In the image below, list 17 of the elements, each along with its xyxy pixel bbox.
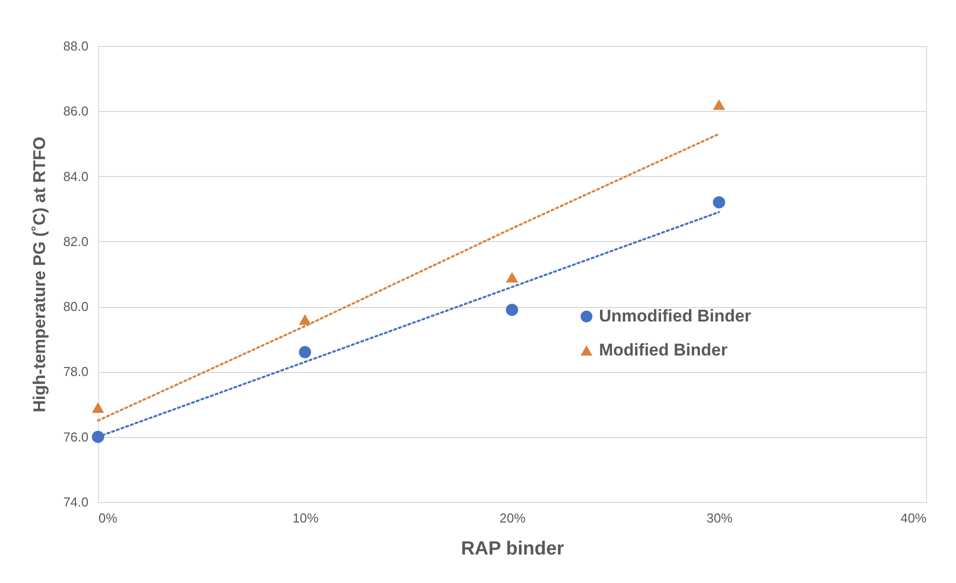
- x-axis-title: RAP binder: [460, 538, 565, 560]
- y-tick-label: 78.0: [63, 364, 88, 380]
- y-tick-label: 88.0: [63, 38, 88, 54]
- y-tick-label: 74.0: [63, 494, 88, 510]
- legend-label: Modified Binder: [599, 340, 728, 360]
- legend-label: Unmodified Binder: [599, 306, 752, 326]
- x-tick-label: 10%: [292, 510, 319, 526]
- y-tick-label: 80.0: [63, 299, 88, 314]
- x-tick-label: 0%: [98, 510, 118, 526]
- y-tick-label: 86.0: [63, 104, 88, 119]
- x-tick-label: 20%: [499, 510, 526, 526]
- x-tick-label: 40%: [900, 510, 927, 526]
- y-tick-label: 84.0: [63, 168, 88, 184]
- y-tick-label: 76.0: [63, 429, 88, 444]
- x-tick-label: 30%: [706, 510, 733, 526]
- y-axis-title: High-temperature PG (˚C) at RTFO: [30, 136, 50, 412]
- y-tick-label: 82.0: [63, 234, 88, 249]
